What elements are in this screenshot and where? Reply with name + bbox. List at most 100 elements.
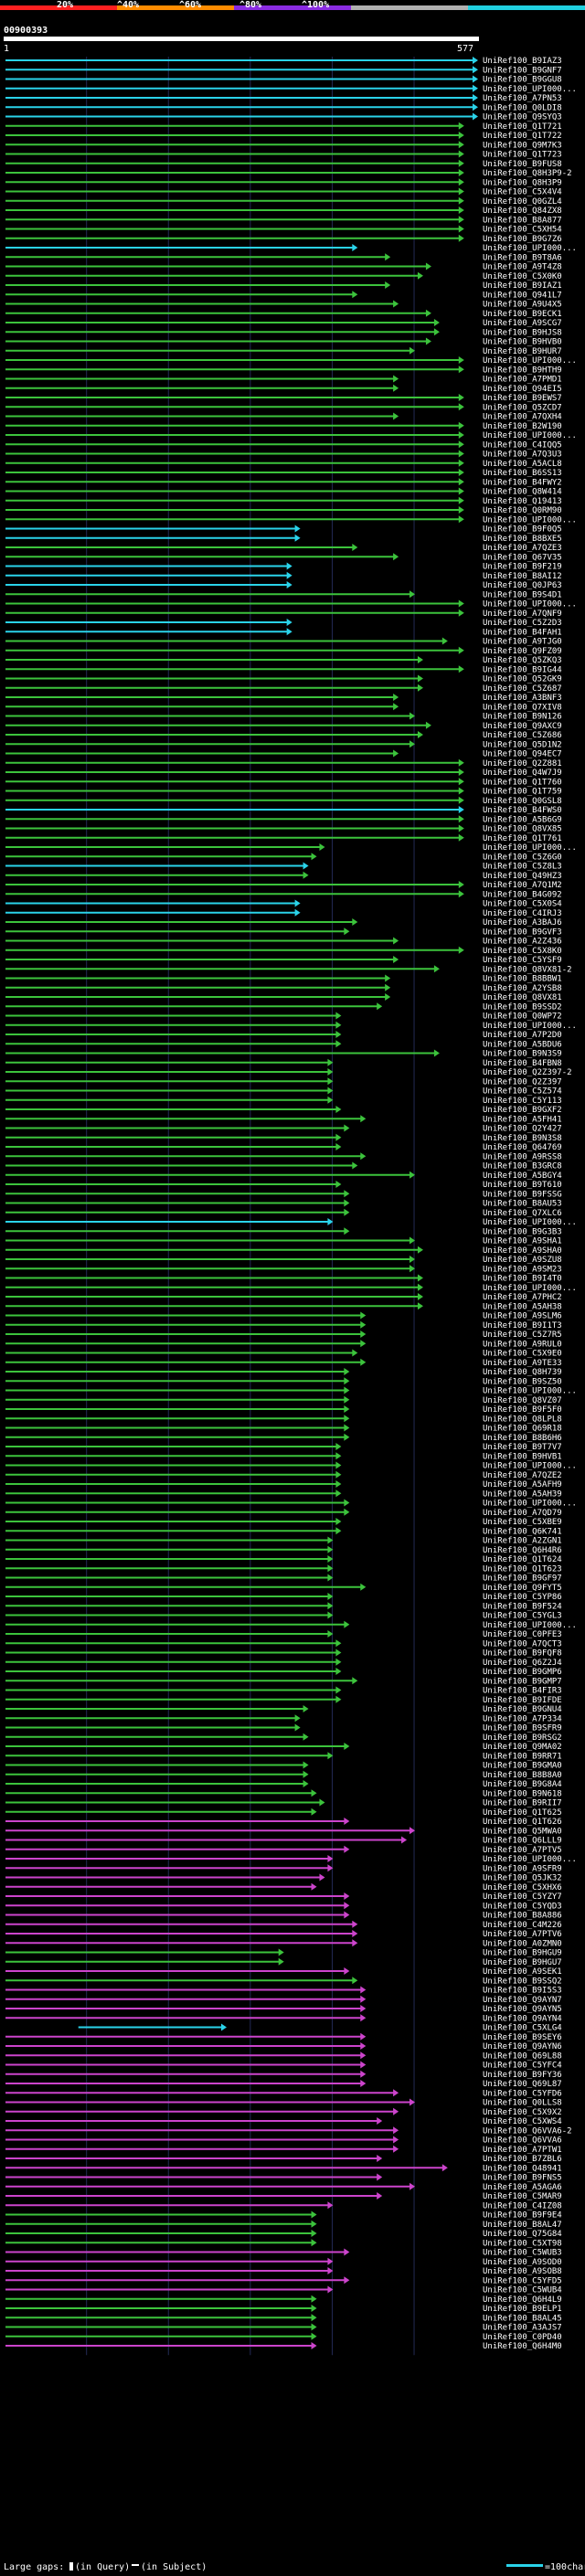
hit-id-label[interactable]: UniRef100_B9G3B3 — [483, 1227, 562, 1236]
hit-id-label[interactable]: UniRef100_Q6H4L9 — [483, 2295, 562, 2305]
hit-id-label[interactable]: UniRef100_Q69L87 — [483, 2080, 562, 2089]
hit-id-label[interactable]: UniRef100_B9HVB1 — [483, 1452, 562, 1461]
hit-id-label[interactable]: UniRef100_B8A877 — [483, 216, 562, 225]
hit-id-label[interactable]: UniRef100_UPI000... — [483, 1500, 577, 1509]
hit-id-label[interactable]: UniRef100_Q1T723 — [483, 151, 562, 160]
hit-id-label[interactable]: UniRef100_A2ZGN1 — [483, 1537, 562, 1546]
hit-id-label[interactable]: UniRef100_B9FNS5 — [483, 2174, 562, 2183]
hit-id-label[interactable]: UniRef100_A9RSS8 — [483, 1152, 562, 1161]
hit-id-label[interactable]: UniRef100_A9SLM6 — [483, 1312, 562, 1321]
hit-id-label[interactable]: UniRef100_C5XWS4 — [483, 2117, 562, 2126]
hit-id-label[interactable]: UniRef100_A2Z436 — [483, 938, 562, 947]
hit-id-label[interactable]: UniRef100_B4FWS0 — [483, 806, 562, 815]
hit-id-label[interactable]: UniRef100_B9N3S9 — [483, 1050, 562, 1059]
hit-id-label[interactable]: UniRef100_B9F9E4 — [483, 2211, 562, 2221]
hit-id-label[interactable]: UniRef100_UPI000... — [483, 600, 577, 610]
hit-id-label[interactable]: UniRef100_C5Z7R5 — [483, 1330, 562, 1340]
hit-id-label[interactable]: UniRef100_B9IG44 — [483, 665, 562, 674]
hit-id-label[interactable]: UniRef100_B3GRC8 — [483, 1162, 562, 1171]
hit-id-label[interactable]: UniRef100_Q2Z881 — [483, 759, 562, 769]
hit-id-label[interactable]: UniRef100_UPI000... — [483, 515, 577, 525]
hit-id-label[interactable]: UniRef100_Q1T626 — [483, 1818, 562, 1827]
hit-id-label[interactable]: UniRef100_A9SZU8 — [483, 1256, 562, 1265]
hit-id-label[interactable]: UniRef100_A5BGY4 — [483, 1171, 562, 1181]
hit-id-label[interactable]: UniRef100_B9N126 — [483, 713, 562, 722]
hit-id-label[interactable]: UniRef100_B9GMA0 — [483, 1762, 562, 1771]
hit-id-label[interactable]: UniRef100_B9GMP6 — [483, 1668, 562, 1677]
hit-id-label[interactable]: UniRef100_B9HTH9 — [483, 366, 562, 375]
hit-id-label[interactable]: UniRef100_Q84ZX8 — [483, 207, 562, 216]
hit-id-label[interactable]: UniRef100_Q7XIV8 — [483, 703, 562, 712]
hit-id-label[interactable]: UniRef100_B9F5F0 — [483, 1405, 562, 1415]
hit-id-label[interactable]: UniRef100_B9RR71 — [483, 1752, 562, 1761]
hit-id-label[interactable]: UniRef100_Q5D1N2 — [483, 740, 562, 749]
hit-id-label[interactable]: UniRef100_Q5ZKQ3 — [483, 656, 562, 665]
hit-id-label[interactable]: UniRef100_A9U4X5 — [483, 301, 562, 310]
hit-id-label[interactable]: UniRef100_C5XH54 — [483, 226, 562, 235]
hit-id-label[interactable]: UniRef100_B9GVF3 — [483, 928, 562, 937]
hit-id-label[interactable]: UniRef100_C5XLG4 — [483, 2024, 562, 2033]
hit-id-label[interactable]: UniRef100_B4FAH1 — [483, 628, 562, 637]
hit-id-label[interactable]: UniRef100_Q9AYN6 — [483, 2042, 562, 2051]
hit-id-label[interactable]: UniRef100_C5YZY7 — [483, 1892, 562, 1902]
hit-id-label[interactable]: UniRef100_B8BXE5 — [483, 535, 562, 544]
hit-id-label[interactable]: UniRef100_Q0WP72 — [483, 1012, 562, 1022]
hit-id-label[interactable]: UniRef100_B9S4D1 — [483, 590, 562, 599]
hit-id-label[interactable]: UniRef100_B9N3S8 — [483, 1134, 562, 1143]
hit-id-label[interactable]: UniRef100_B9T610 — [483, 1181, 562, 1190]
hit-id-label[interactable]: UniRef100_B9SFR9 — [483, 1724, 562, 1733]
hit-id-label[interactable]: UniRef100_B8AL45 — [483, 2314, 562, 2323]
hit-id-label[interactable]: UniRef100_A5ACL8 — [483, 460, 562, 469]
hit-id-label[interactable]: UniRef100_Q6K741 — [483, 1527, 562, 1536]
hit-id-label[interactable]: UniRef100_C4M226 — [483, 1921, 562, 1930]
hit-id-label[interactable]: UniRef100_B9SZ50 — [483, 1377, 562, 1386]
hit-id-label[interactable]: UniRef100_B8BBW1 — [483, 975, 562, 984]
hit-id-label[interactable]: UniRef100_Q2Z397-2 — [483, 1068, 572, 1077]
hit-id-label[interactable]: UniRef100_A7PHC2 — [483, 1293, 562, 1302]
hit-id-label[interactable]: UniRef100_B9ELP1 — [483, 2305, 562, 2314]
hit-id-label[interactable]: UniRef100_B4FWY2 — [483, 478, 562, 487]
hit-id-label[interactable]: UniRef100_A5AH39 — [483, 1489, 562, 1499]
hit-id-label[interactable]: UniRef100_C4IQQ5 — [483, 440, 562, 450]
hit-id-label[interactable]: UniRef100_C5X9E0 — [483, 1350, 562, 1359]
hit-id-label[interactable]: UniRef100_Q9AYN4 — [483, 2014, 562, 2023]
hit-id-label[interactable]: UniRef100_A7QCT3 — [483, 1639, 562, 1648]
hit-id-label[interactable]: UniRef100_A9SOB8 — [483, 2267, 562, 2276]
hit-id-label[interactable]: UniRef100_UPI000... — [483, 1218, 577, 1227]
hit-id-label[interactable]: UniRef100_B9HUR7 — [483, 347, 562, 356]
hit-id-label[interactable]: UniRef100_B9GGU8 — [483, 76, 562, 85]
hit-id-label[interactable]: UniRef100_Q1T625 — [483, 1808, 562, 1818]
hit-id-label[interactable]: UniRef100_C5X9X2 — [483, 2108, 562, 2117]
hit-id-label[interactable]: UniRef100_Q9AXC9 — [483, 722, 562, 731]
hit-id-label[interactable]: UniRef100_B8B8A0 — [483, 1771, 562, 1780]
hit-id-label[interactable]: UniRef100_A3BNF3 — [483, 694, 562, 703]
hit-id-label[interactable]: UniRef100_A3BAJ6 — [483, 918, 562, 928]
hit-id-label[interactable]: UniRef100_Q69R18 — [483, 1425, 562, 1434]
hit-id-label[interactable]: UniRef100_B9F0Q5 — [483, 525, 562, 535]
hit-id-label[interactable]: UniRef100_C5Z686 — [483, 731, 562, 740]
hit-id-label[interactable]: UniRef100_A7QXH4 — [483, 413, 562, 422]
hit-id-label[interactable]: UniRef100_A7QZE2 — [483, 1471, 562, 1480]
hit-id-label[interactable]: UniRef100_C5XHX6 — [483, 1883, 562, 1892]
hit-id-label[interactable]: UniRef100_Q0LLS8 — [483, 2099, 562, 2108]
hit-id-label[interactable]: UniRef100_A9SEK1 — [483, 1967, 562, 1977]
hit-id-label[interactable]: UniRef100_UPI000... — [483, 1462, 577, 1471]
hit-id-label[interactable]: UniRef100_A9SHA1 — [483, 1237, 562, 1246]
hit-id-label[interactable]: UniRef100_C5X8K0 — [483, 947, 562, 956]
hit-id-label[interactable]: UniRef100_A9SFR9 — [483, 1864, 562, 1873]
hit-id-label[interactable]: UniRef100_Q6LLL9 — [483, 1837, 562, 1846]
hit-id-label[interactable]: UniRef100_B9GF97 — [483, 1574, 562, 1584]
hit-id-label[interactable]: UniRef100_C5Z574 — [483, 1087, 562, 1097]
hit-id-label[interactable]: UniRef100_C4IRJ3 — [483, 909, 562, 918]
hit-id-label[interactable]: UniRef100_Q5JK32 — [483, 1874, 562, 1883]
hit-id-label[interactable]: UniRef100_C5Z6G0 — [483, 853, 562, 862]
hit-id-label[interactable]: UniRef100_Q4W7J9 — [483, 769, 562, 778]
hit-id-label[interactable]: UniRef100_B9FQF8 — [483, 1649, 562, 1659]
hit-id-label[interactable]: UniRef100_A5AH38 — [483, 1302, 562, 1311]
hit-id-label[interactable]: UniRef100_Q1T760 — [483, 778, 562, 787]
hit-id-label[interactable]: UniRef100_C5YFD6 — [483, 2089, 562, 2098]
hit-id-label[interactable]: UniRef100_Q2Y427 — [483, 1125, 562, 1134]
hit-id-label[interactable]: UniRef100_A5AFH9 — [483, 1480, 562, 1489]
hit-id-label[interactable]: UniRef100_Q9FYT5 — [483, 1584, 562, 1593]
hit-id-label[interactable]: UniRef100_B9G8A4 — [483, 1780, 562, 1789]
